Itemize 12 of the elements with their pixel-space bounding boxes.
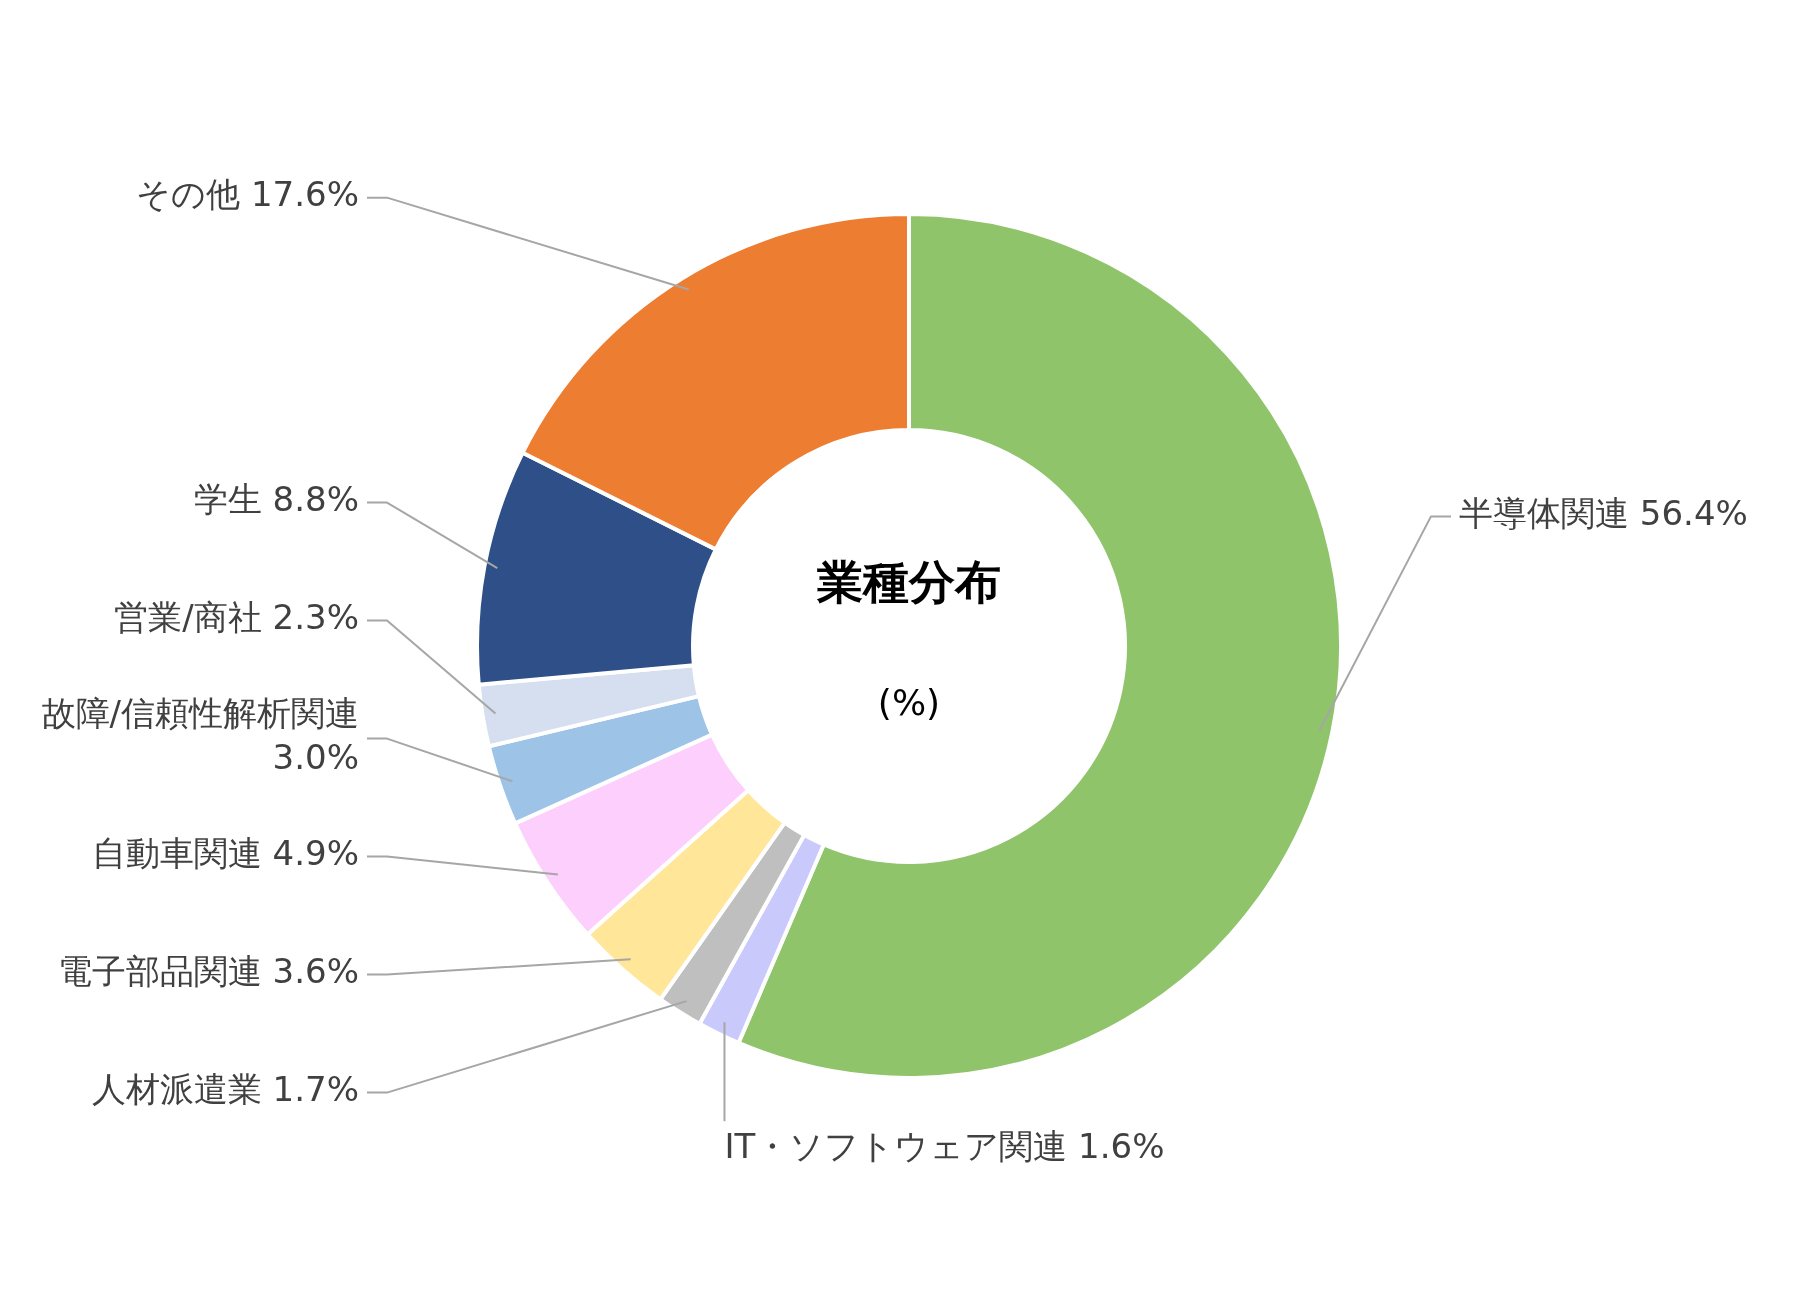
slice-label: 故障/信頼性解析関連 — [41, 693, 359, 734]
slice-label: 自動車関連 4.9% — [91, 833, 359, 874]
slice-label: 学生 8.8% — [193, 479, 359, 520]
slice-label: 人材派遣業 1.7% — [91, 1069, 359, 1110]
text: 業種分布 — [816, 554, 1001, 609]
slice-label: 営業/商社 2.3% — [114, 597, 359, 638]
slice-label: その他 17.6% — [136, 174, 359, 215]
slice-label: IT・ソフトウェア関連 1.6% — [724, 1126, 1165, 1167]
data-label: 3.0% — [272, 737, 359, 778]
slice-label: 電子部品関連 3.6% — [57, 951, 359, 992]
slice-label: 半導体関連 56.4% — [1459, 493, 1748, 534]
text: (%) — [877, 682, 941, 724]
